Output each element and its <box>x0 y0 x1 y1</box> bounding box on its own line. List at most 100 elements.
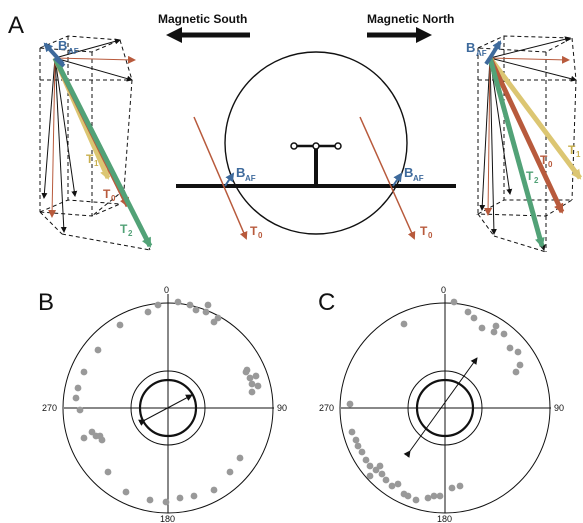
t0-arrow-center-right <box>359 116 416 240</box>
points-b-point <box>243 366 251 374</box>
c-deg-180: 180 <box>437 514 452 523</box>
points-c-point <box>470 314 478 322</box>
points-b-point <box>116 321 124 329</box>
points-b-point <box>202 308 210 316</box>
points-c-point <box>450 298 458 306</box>
points-c-point <box>500 330 508 338</box>
points-b-point <box>174 298 182 306</box>
points-b-point <box>214 314 222 322</box>
t0-sub-center-left: 0 <box>258 231 263 240</box>
t0-arrow-center-left <box>193 116 248 240</box>
t0-label-right: T <box>540 153 548 167</box>
points-b-point <box>76 406 84 414</box>
points-c-point <box>412 496 420 504</box>
points-b-point <box>80 368 88 376</box>
points-b-point <box>122 488 130 496</box>
t0-sub-right: 0 <box>548 160 553 169</box>
vector-box-left <box>39 35 153 251</box>
points-c-point <box>430 492 438 500</box>
points-c-point <box>376 462 384 470</box>
points-b-point <box>146 496 154 504</box>
stereonet-c <box>339 294 551 514</box>
points-c-point <box>506 344 514 352</box>
panel-b-letter: B <box>38 289 54 316</box>
points-b-point <box>210 486 218 494</box>
points-c-point <box>358 448 366 456</box>
points-c-point <box>436 492 444 500</box>
magnetic-north-label: Magnetic North <box>367 12 454 26</box>
baf-label-center-left: B <box>236 165 245 180</box>
t2-label-left: T <box>120 222 128 236</box>
points-b-point <box>176 494 184 502</box>
t2-sub-right: 2 <box>534 176 539 185</box>
arrow-left-icon <box>166 27 250 43</box>
baf-sub-center-right: AF <box>413 174 424 183</box>
panel-a: A Magnetic South Magnetic North B AF T 0 <box>8 12 582 253</box>
sample-setup <box>176 51 456 235</box>
points-b-point <box>248 388 256 396</box>
points-c-point <box>400 320 408 328</box>
points-b-point <box>226 468 234 476</box>
c-deg-0: 0 <box>441 285 446 295</box>
points-c-point <box>448 484 456 492</box>
points-b-point <box>192 306 200 314</box>
points-b-point <box>72 394 80 402</box>
baf-label-right: B <box>466 40 475 55</box>
arrow-right-icon <box>367 27 432 43</box>
points-c-point <box>354 442 362 450</box>
b-deg-270: 270 <box>42 403 57 413</box>
points-c-point <box>514 348 522 356</box>
panel-c: C 0 90 180 270 <box>318 285 564 523</box>
baf-label-left: B <box>58 38 67 53</box>
mount-knob-left <box>290 142 298 150</box>
points-c-point <box>362 456 370 464</box>
points-c-point <box>382 476 390 484</box>
points-c-point <box>424 494 432 502</box>
baf-sub-center-left: AF <box>245 174 256 183</box>
points-b <box>72 298 262 506</box>
baf-arrow-center-left <box>224 172 235 187</box>
panel-c-letter: C <box>318 289 335 316</box>
points-b-point <box>204 301 212 309</box>
points-b-point <box>74 384 82 392</box>
points-b-point <box>252 372 260 380</box>
points-c-point <box>478 324 486 332</box>
b-deg-180: 180 <box>160 514 175 523</box>
points-b-point <box>80 434 88 442</box>
points-c-point <box>456 482 464 490</box>
points-c-point <box>394 480 402 488</box>
points-c-point <box>516 361 524 369</box>
t1-sub-right: 1 <box>576 150 581 159</box>
baf-sub-right: AF <box>476 49 487 58</box>
points-b-point <box>246 374 254 382</box>
t2-label-right: T <box>526 169 534 183</box>
points-c <box>346 298 524 504</box>
points-c-point <box>366 472 374 480</box>
t2-sub-left: 2 <box>128 229 133 238</box>
points-c-point <box>404 492 412 500</box>
points-c-point <box>492 322 500 330</box>
c-deg-270: 270 <box>319 403 334 413</box>
points-b-point <box>254 382 262 390</box>
t0-label-center-right: T <box>420 224 428 238</box>
t0-sub-center-right: 0 <box>428 231 433 240</box>
points-b-point <box>96 432 104 440</box>
baf-sub-left: AF <box>68 47 79 56</box>
mount-knob-right <box>334 142 342 150</box>
vector-box-right <box>476 35 582 253</box>
points-b-point <box>104 468 112 476</box>
stereonet-b <box>62 294 274 514</box>
t1-sub-left: 1 <box>94 159 99 168</box>
points-b-point <box>248 380 256 388</box>
points-c-point <box>378 470 386 478</box>
t0-label-center-left: T <box>250 224 258 238</box>
points-c-point <box>490 328 498 336</box>
magnetic-south-label: Magnetic South <box>158 12 247 26</box>
baf-label-center-right: B <box>404 165 413 180</box>
t1-label-left: T <box>86 152 94 166</box>
points-c-point <box>464 308 472 316</box>
t0-label-left: T <box>103 187 111 201</box>
points-c-point <box>366 462 374 470</box>
coil-circle <box>224 51 408 235</box>
